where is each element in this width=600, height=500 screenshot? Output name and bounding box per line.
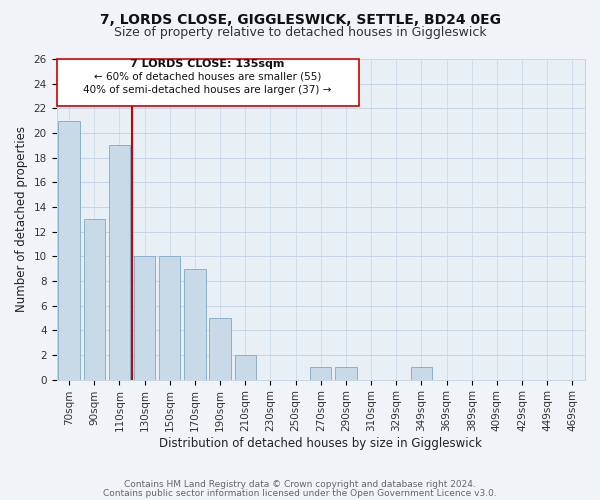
Text: Contains HM Land Registry data © Crown copyright and database right 2024.: Contains HM Land Registry data © Crown c… (124, 480, 476, 489)
Bar (209, 318, 231, 380)
Bar (310, 368, 331, 380)
Text: Size of property relative to detached houses in Giggleswick: Size of property relative to detached ho… (113, 26, 487, 39)
Text: 7 LORDS CLOSE: 135sqm: 7 LORDS CLOSE: 135sqm (130, 59, 285, 69)
Bar (83, 220, 105, 380)
Bar (335, 368, 356, 380)
Bar (134, 256, 155, 380)
Text: 40% of semi-detached houses are larger (37) →: 40% of semi-detached houses are larger (… (83, 85, 332, 95)
Bar (159, 256, 181, 380)
Bar (235, 355, 256, 380)
Text: 7, LORDS CLOSE, GIGGLESWICK, SETTLE, BD24 0EG: 7, LORDS CLOSE, GIGGLESWICK, SETTLE, BD2… (100, 12, 500, 26)
Text: ← 60% of detached houses are smaller (55): ← 60% of detached houses are smaller (55… (94, 72, 321, 82)
Bar (184, 268, 206, 380)
Bar (411, 368, 432, 380)
Y-axis label: Number of detached properties: Number of detached properties (15, 126, 28, 312)
Text: Contains public sector information licensed under the Open Government Licence v3: Contains public sector information licen… (103, 488, 497, 498)
Bar (109, 146, 130, 380)
X-axis label: Distribution of detached houses by size in Giggleswick: Distribution of detached houses by size … (160, 437, 482, 450)
Bar (58, 120, 80, 380)
Bar (56, 59, 359, 106)
